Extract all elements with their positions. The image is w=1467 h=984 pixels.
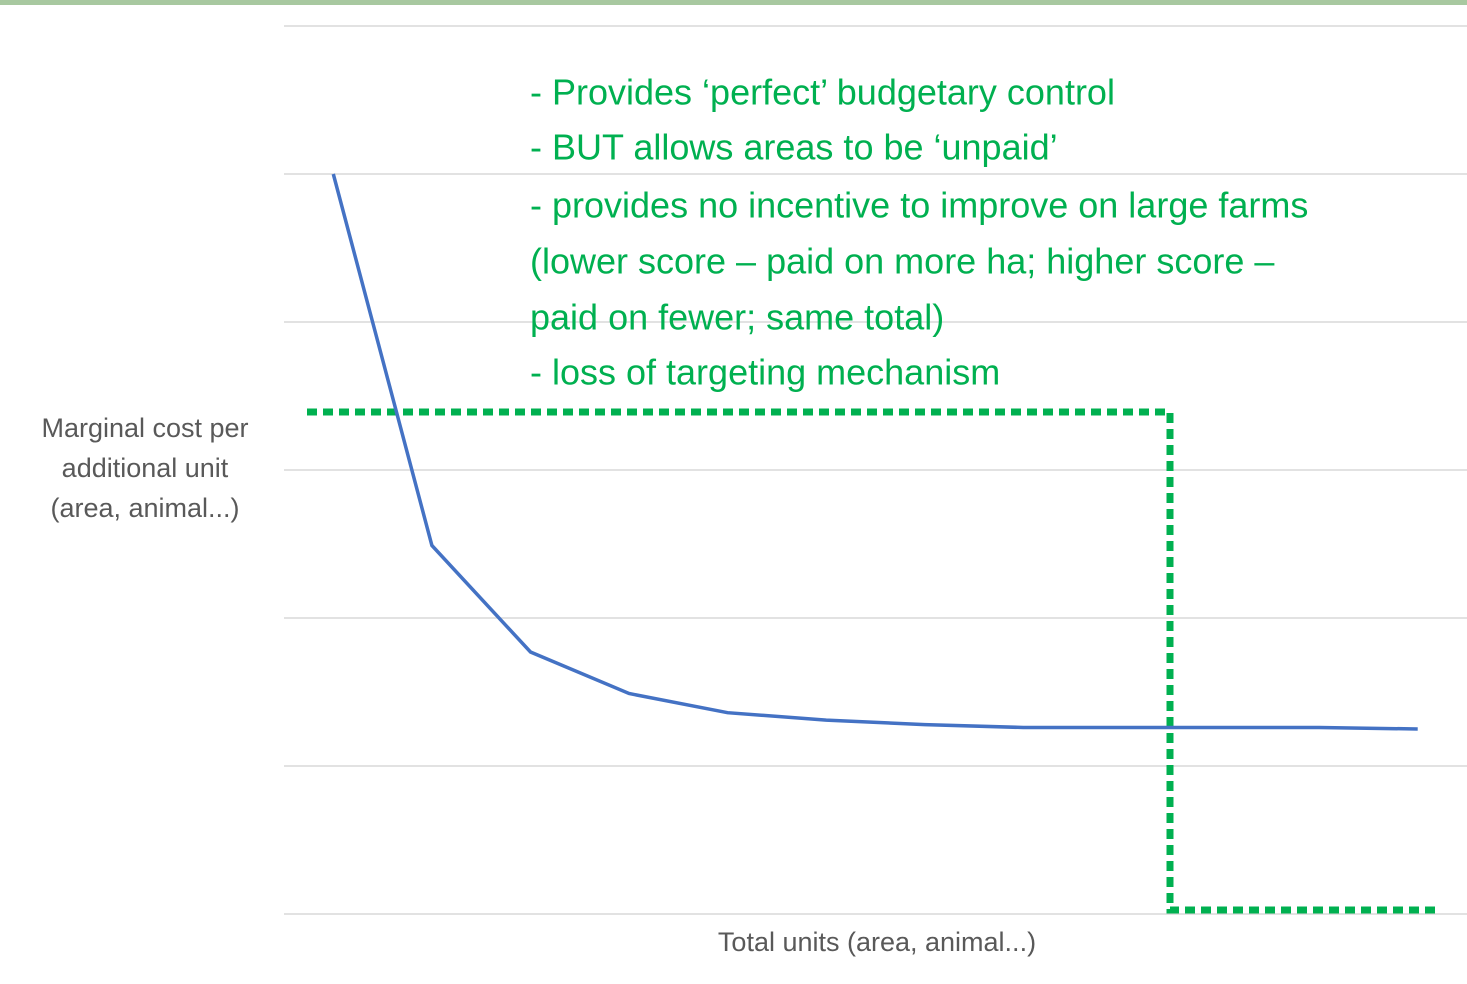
top-strip (0, 0, 1467, 5)
y-axis-label: additional unit (62, 453, 229, 483)
x-axis-label: Total units (area, animal...) (718, 927, 1036, 957)
annotation: paid on fewer; same total) (530, 297, 944, 338)
annotation: - BUT allows areas to be ‘unpaid’ (530, 127, 1058, 168)
grid (284, 25, 1467, 915)
y-axis-label: (area, animal...) (50, 493, 239, 523)
line-series (331, 173, 1418, 731)
y-axis-label: Marginal cost per (41, 413, 248, 443)
budget-cap-line (307, 408, 1440, 914)
annotation: - loss of targeting mechanism (530, 352, 1000, 393)
annotation: (lower score – paid on more ha; higher s… (530, 241, 1274, 282)
annotation: - Provides ‘perfect’ budgetary control (530, 72, 1115, 113)
annotation: - provides no incentive to improve on la… (530, 185, 1308, 226)
